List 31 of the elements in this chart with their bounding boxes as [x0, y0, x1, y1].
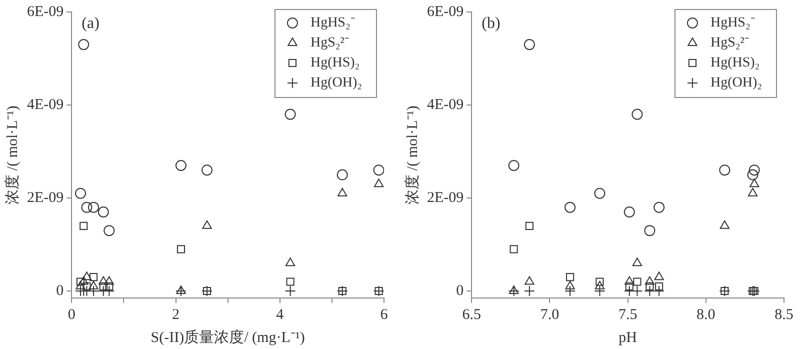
y-axis-title: 浓度 /( mol·L⁻¹) [404, 106, 421, 204]
y-tick-label: 2E-09 [426, 190, 464, 206]
x-tick-label: 7.5 [618, 306, 638, 323]
y-tick-label: 4E-09 [26, 96, 64, 113]
legend-label: Hg(OH)₂ [310, 76, 362, 91]
legend-label: Hg(HS)₂ [710, 56, 760, 71]
x-tick-label: 6 [380, 306, 388, 323]
x-tick-label: 8.0 [696, 306, 716, 323]
x-tick-label: 0 [68, 306, 76, 323]
x-tick-label: 7.0 [540, 306, 560, 323]
y-tick-label: 6E-09 [26, 4, 64, 20]
legend-label: Hg(HS)₂ [310, 56, 360, 71]
x-tick-label: 6.5 [462, 306, 482, 323]
y-tick-label: 0 [56, 282, 64, 299]
x-axis-title: S(-II)质量浓度/ (mg·L⁻¹) [150, 328, 305, 346]
x-axis-title: pH [618, 330, 638, 346]
y-tick-label: 4E-09 [426, 96, 464, 113]
y-tick-label: 0 [456, 282, 464, 299]
legend-label: Hg(OH)₂ [710, 76, 762, 91]
annotation: (a) [82, 15, 100, 32]
x-tick-label: 8.5 [774, 306, 794, 323]
legend-label: HgS₂²⁻ [310, 36, 350, 51]
x-tick-label: 2 [172, 306, 180, 323]
y-axis-title: 浓度 /( mol·L⁻¹) [4, 106, 21, 204]
legend-label: HgHS₂⁻ [310, 16, 356, 31]
legend-label: HgS₂²⁻ [710, 36, 750, 51]
x-tick-label: 4 [276, 306, 284, 323]
legend-label: HgHS₂⁻ [710, 16, 756, 31]
annotation: (b) [482, 15, 500, 32]
y-tick-label: 6E-09 [426, 4, 464, 20]
y-tick-label: 2E-09 [26, 190, 64, 206]
